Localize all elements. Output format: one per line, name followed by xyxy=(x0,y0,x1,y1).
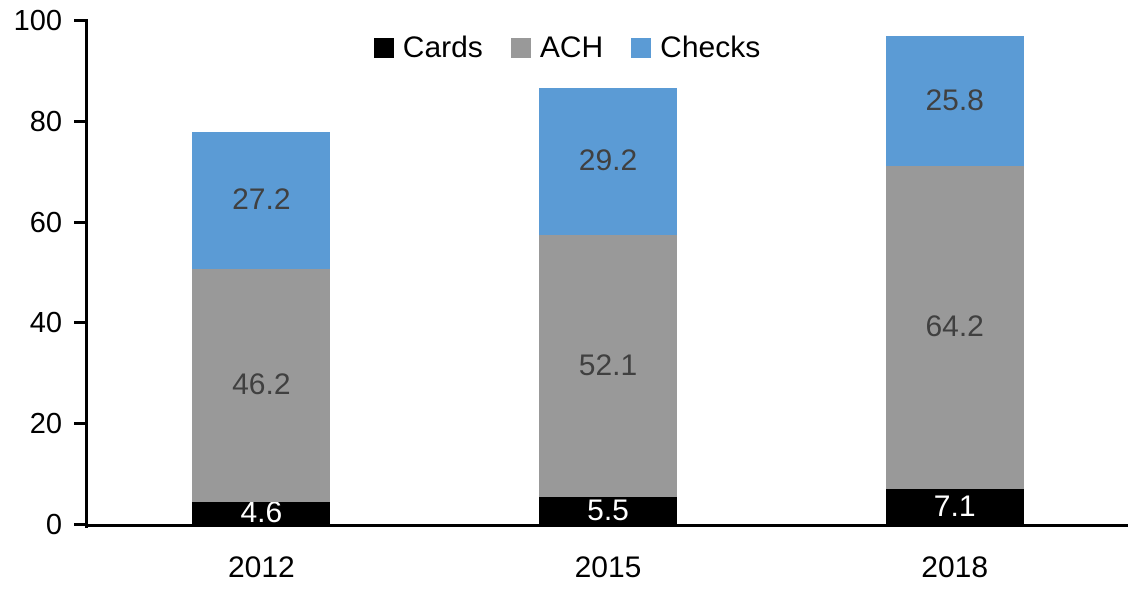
bar-segment-cards-2015: 5.5 xyxy=(539,494,677,528)
value-label: 5.5 xyxy=(587,494,629,528)
bar-segment-cards-2012: 4.6 xyxy=(192,498,331,528)
bar-segment-ach-2012: 46.2 xyxy=(192,268,331,502)
value-label: 27.2 xyxy=(232,183,291,217)
value-label: 52.1 xyxy=(578,348,638,382)
value-label: 7.1 xyxy=(933,490,976,524)
bar-segment-checks-2018: 25.8 xyxy=(885,35,1024,166)
ach-swatch-icon xyxy=(510,38,531,58)
bar-segment-ach-2018: 64.2 xyxy=(885,165,1024,490)
y-axis-tick-mark xyxy=(74,523,85,526)
x-axis-tick-label: 2012 xyxy=(227,551,295,584)
value-label: 29.2 xyxy=(578,144,638,178)
legend-item-ach: ACH xyxy=(510,31,604,64)
cards-swatch-icon xyxy=(373,38,394,58)
x-axis-tick-label: 2018 xyxy=(921,551,989,584)
legend-label-ach: ACH xyxy=(539,31,604,64)
y-axis-tick-label: 40 xyxy=(29,307,62,340)
y-axis-line xyxy=(85,19,88,528)
y-axis-tick-label: 0 xyxy=(45,509,62,541)
x-axis-line xyxy=(85,524,1128,527)
bar-segment-ach-2015: 52.1 xyxy=(539,234,677,498)
value-label: 4.6 xyxy=(240,496,283,530)
value-label: 64.2 xyxy=(925,310,984,344)
bar-segment-checks-2012: 27.2 xyxy=(192,131,331,269)
legend-item-checks: Checks xyxy=(631,33,760,63)
value-label: 25.8 xyxy=(925,83,984,117)
y-axis-tick-mark xyxy=(74,19,85,22)
legend-label-checks: Checks xyxy=(660,31,761,64)
x-axis-tick-label: 2015 xyxy=(574,551,642,584)
checks-swatch-icon xyxy=(631,38,652,58)
y-axis-tick-mark xyxy=(74,422,85,426)
y-axis-tick-label: 20 xyxy=(29,408,62,441)
y-axis-tick-label: 100 xyxy=(13,5,62,37)
y-axis-tick-mark xyxy=(74,119,85,123)
y-axis-tick-mark xyxy=(74,321,85,325)
bar-segment-checks-2015: 29.2 xyxy=(539,87,677,235)
y-axis-tick-label: 80 xyxy=(29,105,62,138)
y-axis-tick-label: 60 xyxy=(29,206,62,239)
bar-segment-cards-2018: 7.1 xyxy=(885,489,1024,525)
legend-item-cards: Cards xyxy=(373,31,483,64)
y-axis-tick-mark xyxy=(74,220,85,224)
value-label: 46.2 xyxy=(232,368,291,402)
legend-label-cards: Cards xyxy=(402,31,483,64)
legend: Cards ACH Checks xyxy=(0,33,1134,63)
